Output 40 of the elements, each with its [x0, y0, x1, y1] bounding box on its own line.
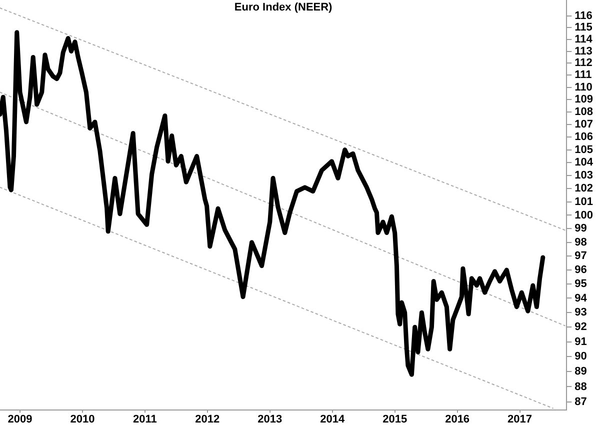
y-tick-label: 108	[574, 106, 594, 118]
y-tick-label: 115	[574, 22, 592, 34]
y-tick-label: 100	[574, 209, 594, 222]
y-tick-label: 114	[574, 33, 594, 46]
x-tick-label: 2010	[70, 413, 95, 426]
y-tick-label: 88	[574, 380, 587, 393]
y-tick-label: 93	[574, 306, 587, 319]
y-tick-label: 92	[574, 321, 587, 334]
x-tick-label: 2017	[508, 413, 532, 426]
y-tick-label: 98	[574, 236, 587, 248]
x-tick-label: 2015	[382, 413, 408, 426]
x-tick-label: 2012	[195, 413, 220, 426]
y-tick-label: 101	[574, 196, 594, 208]
y-tick-label: 102	[574, 182, 594, 195]
x-tick-label: 2009	[8, 413, 32, 426]
y-tick-label: 105	[574, 144, 594, 156]
x-tick-label: 2016	[445, 413, 470, 426]
y-tick-label: 90	[574, 350, 587, 363]
x-tick-label: 2013	[258, 413, 282, 426]
y-tick-label: 94	[574, 292, 588, 304]
y-tick-label: 109	[574, 94, 594, 106]
y-tick-label: 111	[574, 69, 592, 82]
y-tick-label: 97	[574, 250, 587, 262]
y-tick-label: 113	[574, 45, 592, 58]
y-tick-label: 99	[574, 222, 587, 235]
y-tick-label: 95	[574, 278, 587, 290]
y-tick-label: 106	[574, 131, 594, 144]
y-tick-label: 89	[574, 366, 587, 378]
y-tick-label: 110	[574, 81, 592, 94]
y-tick-label: 112	[574, 57, 592, 70]
y-tick-label: 87	[574, 396, 587, 408]
y-tick-label: 91	[574, 336, 587, 348]
chart-title: Euro Index (NEER)	[234, 2, 333, 14]
y-tick-label: 104	[574, 156, 594, 169]
y-tick-label: 96	[574, 264, 587, 276]
x-tick-label: 2011	[133, 413, 157, 426]
y-tick-label: 103	[574, 170, 594, 182]
y-tick-label: 107	[574, 118, 594, 130]
y-tick-label: 116	[574, 10, 592, 22]
x-tick-label: 2014	[320, 413, 346, 426]
